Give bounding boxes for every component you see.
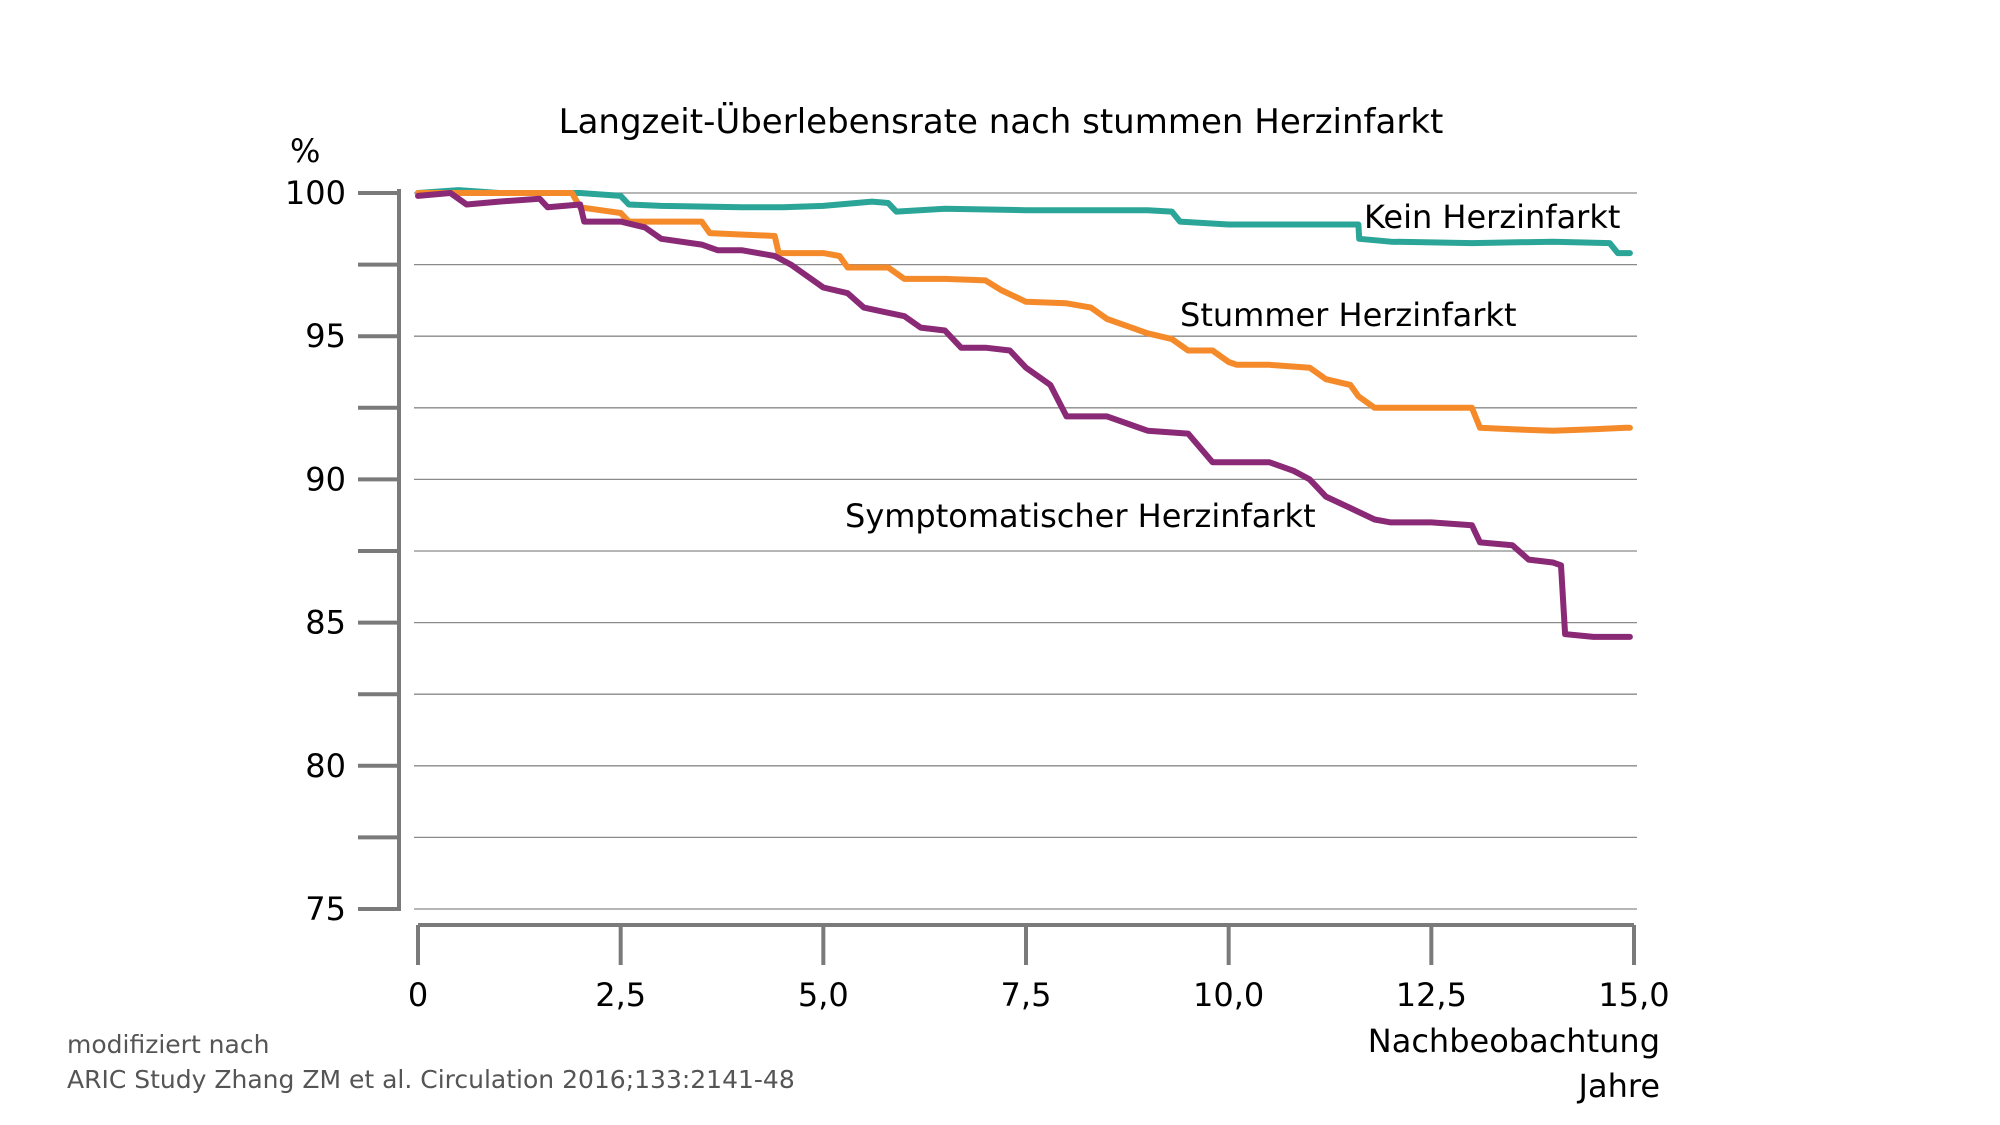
series-label-kein-herzinfarkt: Kein Herzinfarkt [1364,198,1620,236]
y-tick-label: 100 [285,174,346,212]
y-tick-label: 75 [305,890,346,928]
y-axis-unit-label: % [290,132,320,170]
x-tick-label: 12,5 [1396,976,1467,1014]
x-tick-label: 0 [408,976,428,1014]
x-tick-label: 2,5 [595,976,646,1014]
chart-title: Langzeit-Überlebensrate nach stummen Her… [559,101,1444,142]
series-line-symptomatischer-herzinfarkt [415,190,1633,640]
axes: 75 80 85 90 95 100 0 2,5 5,0 7,5 10,0 12,5 15,0 [285,174,1670,1014]
source-note-line1: modifiziert nach [67,1030,270,1059]
series-line-stummer-herzinfarkt [415,190,1633,434]
series-lines [415,187,1633,640]
series-label-stummer-herzinfarkt: Stummer Herzinfarkt [1180,296,1516,334]
y-tick-label: 85 [305,604,346,642]
series-label-symptomatischer-herzinfarkt: Symptomatischer Herzinfarkt [845,497,1316,535]
x-tick-label: 5,0 [798,976,849,1014]
x-axis-label-line1: Nachbeobachtung [1368,1022,1660,1060]
x-tick-label: 7,5 [1001,976,1052,1014]
y-tick-label: 90 [305,460,346,498]
series-line-kein-herzinfarkt [415,187,1633,257]
source-note-line2: ARIC Study Zhang ZM et al. Circulation 2… [67,1065,795,1094]
x-tick-label: 10,0 [1193,976,1264,1014]
x-tick-label: 15,0 [1598,976,1669,1014]
y-tick-label: 80 [305,747,346,785]
y-tick-label: 95 [305,317,346,355]
x-axis-label-line2: Jahre [1577,1067,1660,1105]
